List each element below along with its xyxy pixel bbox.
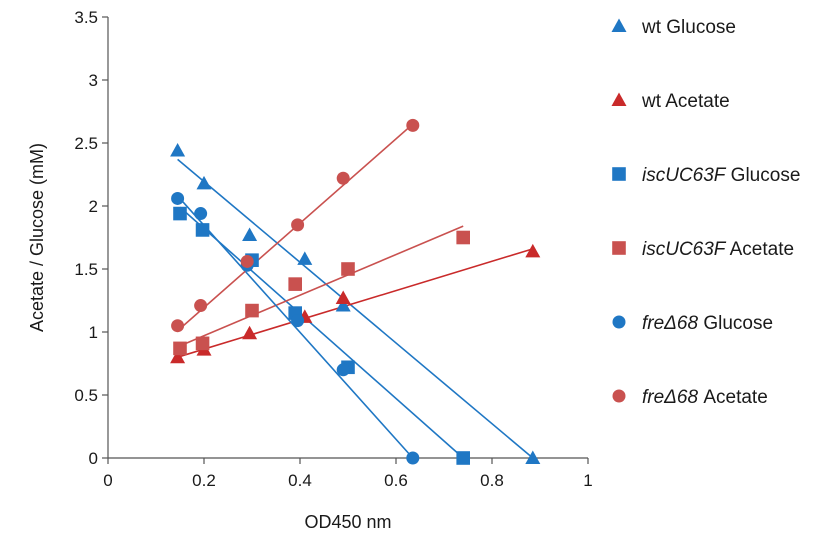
y-ticks: 0 0.5 1 1.5 2 2.5 3 3.5 bbox=[74, 8, 108, 468]
x-ticks: 0 0.2 0.4 0.6 0.8 1 bbox=[103, 458, 593, 490]
data-point bbox=[196, 175, 212, 190]
data-point bbox=[170, 143, 186, 157]
data-point bbox=[173, 206, 187, 221]
y-tick-label: 3.5 bbox=[74, 8, 98, 27]
axes: 0 0.2 0.4 0.6 0.8 1 0 0.5 1 1.5 2 2.5 3 3.5 bbox=[74, 8, 592, 490]
trend-line bbox=[179, 206, 464, 459]
data-point bbox=[456, 451, 470, 465]
legend-label-text: Acetate bbox=[698, 387, 768, 408]
x-tick-label: 0 bbox=[103, 471, 112, 490]
data-point bbox=[195, 336, 210, 351]
legend-label: iscUC63F Acetate bbox=[642, 239, 794, 260]
y-tick-label: 2.5 bbox=[74, 134, 98, 153]
legend-label-text: Acetate bbox=[725, 239, 794, 260]
legend-label: iscUC63F Glucose bbox=[642, 165, 800, 186]
fit-lines bbox=[177, 123, 534, 459]
legend-label: freΔ68 Glucose bbox=[642, 313, 773, 334]
data-point bbox=[242, 227, 258, 241]
legend-label-italic: iscUC63F bbox=[642, 165, 727, 186]
legend-marker bbox=[612, 389, 626, 403]
legend-item: wt Glucose bbox=[611, 17, 736, 38]
legend-label: wt Acetate bbox=[641, 91, 730, 112]
data-point bbox=[291, 314, 305, 328]
data-point bbox=[194, 299, 208, 313]
y-tick-label: 3 bbox=[89, 71, 98, 90]
trend-line bbox=[177, 248, 534, 358]
trend-line bbox=[177, 195, 414, 459]
y-axis-title: Acetate / Glucose (mM) bbox=[27, 143, 47, 332]
legend-label-text: wt Acetate bbox=[641, 91, 730, 112]
data-point bbox=[291, 218, 305, 232]
data-point bbox=[335, 290, 351, 304]
data-point bbox=[170, 349, 186, 364]
data-point bbox=[195, 223, 210, 237]
legend-label-text: wt Glucose bbox=[641, 17, 736, 38]
data-point bbox=[525, 450, 541, 464]
x-tick-label: 0.2 bbox=[192, 471, 216, 490]
data-point bbox=[173, 341, 187, 356]
legend-item: freΔ68 Glucose bbox=[612, 313, 773, 334]
trend-line bbox=[177, 158, 534, 459]
legend-item: iscUC63F Glucose bbox=[612, 165, 800, 186]
legend-label: freΔ68 Acetate bbox=[642, 387, 768, 408]
data-point bbox=[245, 303, 259, 318]
data-point bbox=[341, 262, 355, 276]
legend-label: wt Glucose bbox=[641, 17, 736, 38]
data-point bbox=[297, 251, 313, 265]
legend-item: iscUC63F Acetate bbox=[612, 239, 794, 260]
data-point bbox=[335, 298, 351, 312]
legend-item: freΔ68 Acetate bbox=[612, 387, 768, 408]
legend-marker bbox=[612, 241, 626, 255]
legend-label-italic: freΔ68 bbox=[642, 313, 698, 334]
data-point bbox=[194, 207, 208, 221]
x-tick-label: 0.4 bbox=[288, 471, 312, 490]
x-tick-label: 1 bbox=[583, 471, 592, 490]
legend-item: wt Acetate bbox=[611, 91, 730, 112]
data-point bbox=[171, 191, 185, 205]
data-point bbox=[171, 319, 185, 333]
legend-label-italic: iscUC63F bbox=[642, 239, 727, 260]
trend-line bbox=[179, 225, 464, 347]
legend-marker bbox=[612, 167, 626, 181]
data-point bbox=[288, 277, 302, 291]
data-point bbox=[456, 230, 470, 245]
legend-label-text: Glucose bbox=[698, 313, 773, 334]
legend-marker bbox=[612, 315, 626, 329]
data-point bbox=[336, 363, 350, 377]
y-tick-label: 1 bbox=[89, 323, 98, 342]
y-tick-label: 0 bbox=[89, 449, 98, 468]
data-point bbox=[242, 325, 258, 340]
x-tick-label: 0.6 bbox=[384, 471, 408, 490]
data-point bbox=[240, 254, 254, 268]
y-tick-label: 0.5 bbox=[74, 386, 98, 405]
legend-label-text: Glucose bbox=[725, 165, 800, 186]
y-tick-label: 2 bbox=[89, 197, 98, 216]
data-point bbox=[525, 243, 541, 258]
data-points bbox=[170, 118, 541, 465]
x-tick-label: 0.8 bbox=[480, 471, 504, 490]
x-axis-title: OD450 nm bbox=[304, 512, 391, 532]
legend-marker bbox=[611, 18, 627, 32]
data-point bbox=[406, 451, 420, 465]
data-point bbox=[336, 171, 350, 185]
legend-marker bbox=[611, 92, 627, 106]
y-tick-label: 1.5 bbox=[74, 260, 98, 279]
legend-label-italic: freΔ68 bbox=[642, 387, 698, 408]
data-point bbox=[406, 118, 420, 132]
